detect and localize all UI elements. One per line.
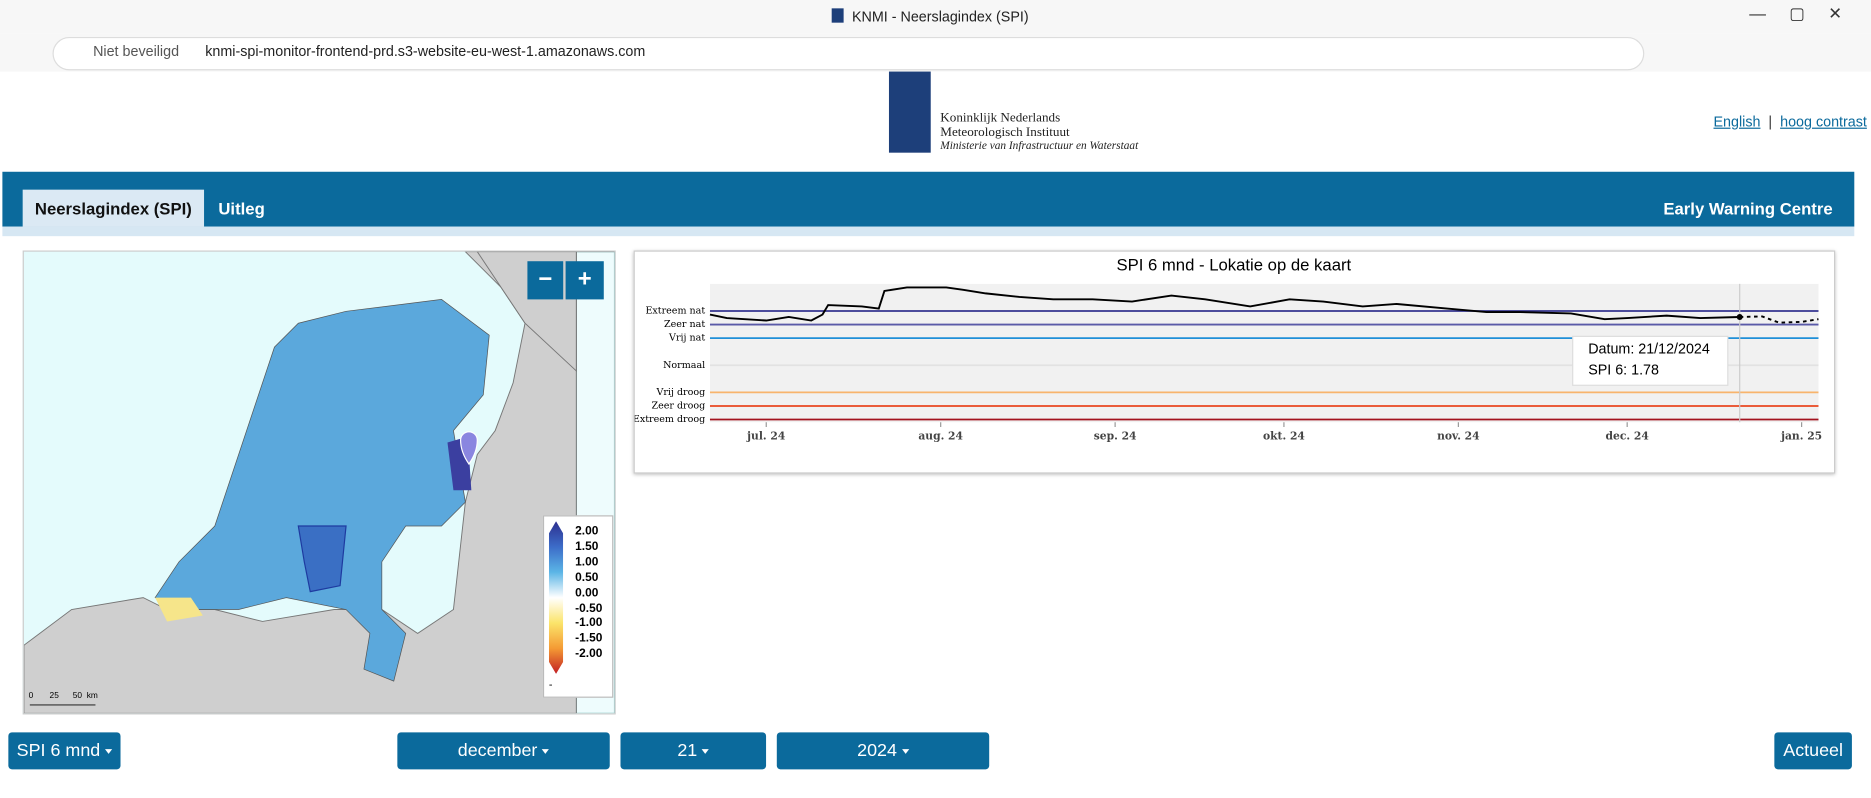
button-label: 21 <box>677 741 697 761</box>
legend-label: 0.00 <box>575 586 602 601</box>
zoom-out[interactable]: − <box>527 261 563 299</box>
y-tick-label: Vrij droog <box>655 387 705 398</box>
day-dropdown[interactable]: 21 <box>620 732 766 769</box>
title-bar: KNMI - Neerslagindex (SPI) — ▢ ✕ <box>0 0 1871 33</box>
favicon <box>832 8 844 22</box>
y-tick-label: Zeer droog <box>651 400 705 411</box>
chart: SPI 6 mnd - Lokatie op de kaart Extreem … <box>635 252 1834 473</box>
scale-label: 50 <box>73 692 82 700</box>
x-tick-label: dec. 24 <box>1606 430 1650 443</box>
y-tick-label: Extreem droog <box>635 414 705 425</box>
legend-label: -2.00 <box>575 648 602 663</box>
logo-line: Ministerie van Infrastructuur en Waterst… <box>940 140 1138 154</box>
link[interactable]: English <box>1713 113 1760 130</box>
legend-label: 0.50 <box>575 571 602 586</box>
legend-label: -1.50 <box>575 633 602 648</box>
toolbar: Niet beveiligd knmi-spi-monitor-frontend… <box>0 33 1871 71</box>
nav-right: Early Warning Centre <box>1663 199 1854 218</box>
y-tick-label: Vrij nat <box>668 333 705 344</box>
x-tick-label: okt. 24 <box>1263 430 1305 443</box>
scale-labels: 0 25 50 km <box>29 692 136 700</box>
scale-label: 0 <box>29 692 34 700</box>
x-tick-label: sep. 24 <box>1094 430 1137 443</box>
map-graphic <box>24 252 615 714</box>
logo-mark <box>889 72 931 153</box>
legend-labels: 2.001.501.000.500.00-0.50-1.00-1.50-2.00 <box>575 525 602 664</box>
map[interactable]: 0 25 50 km − + 2.001.501.000.500.00-0.50… <box>23 250 616 714</box>
legend-label: 2.00 <box>575 525 602 540</box>
x-tick-label: jan. 25 <box>1780 430 1822 443</box>
nav-strip <box>2 227 1854 237</box>
button-label: Actueel <box>1783 741 1843 761</box>
button-label: 2024 <box>857 741 897 761</box>
highlight-point <box>1737 314 1743 320</box>
x-tick-label: jul. 24 <box>746 430 786 443</box>
legend-label: -1.00 <box>575 617 602 632</box>
tooltip-text: Datum: 21/12/2024 <box>1588 341 1710 357</box>
tab[interactable]: Neerslagindex (SPI) <box>23 190 204 227</box>
button-label: december <box>458 741 538 761</box>
x-tick-label: nov. 24 <box>1437 430 1480 443</box>
tooltip-text: SPI 6: 1.78 <box>1588 363 1659 379</box>
logo-text: Koninklijk Nederlands Meteorologisch Ins… <box>940 111 1138 154</box>
legend-label: 1.00 <box>575 556 602 571</box>
x-tick-label: aug. 24 <box>918 430 963 443</box>
nav-bar: Neerslagindex (SPI) Uitleg Early Warning… <box>2 172 1854 227</box>
legend-label: 1.50 <box>575 540 602 555</box>
tab-title: KNMI - Neerslagindex (SPI) <box>852 8 1029 25</box>
security-label: Niet beveiligd <box>93 43 179 60</box>
link[interactable]: hoog contrast <box>1780 113 1867 130</box>
legend-foot: - <box>549 679 553 691</box>
url: knmi-spi-monitor-frontend-prd.s3-website… <box>205 43 645 60</box>
button-label: SPI 6 mnd <box>17 741 101 761</box>
scale-label: 25 <box>50 692 59 700</box>
separator: | <box>1768 113 1772 130</box>
period-dropdown[interactable]: SPI 6 mnd <box>8 732 120 769</box>
colorbar <box>549 521 563 674</box>
legend-label: -0.50 <box>575 602 602 617</box>
logo-line: Meteorologisch Instituut <box>940 125 1138 139</box>
logo-line: Koninklijk Nederlands <box>940 111 1138 125</box>
chart-title: SPI 6 mnd - Lokatie op de kaart <box>1116 255 1351 274</box>
legend: 2.001.501.000.500.00-0.50-1.00-1.50-2.00… <box>543 515 613 697</box>
header-links: English | hoog contrast <box>1713 113 1866 130</box>
tab[interactable]: Uitleg <box>218 199 264 218</box>
y-tick-label: Zeer nat <box>664 319 705 330</box>
month-dropdown[interactable]: december <box>397 732 609 769</box>
y-tick-label: Normaal <box>663 360 705 371</box>
current-button[interactable]: Actueel <box>1774 732 1852 769</box>
chart-card: SPI 6 mnd - Lokatie op de kaart Extreem … <box>634 250 1836 473</box>
scale-label: km <box>87 692 98 700</box>
year-dropdown[interactable]: 2024 <box>777 732 989 769</box>
y-tick-label: Extreem nat <box>645 306 705 317</box>
zoom-in[interactable]: + <box>566 261 604 299</box>
window-controls[interactable]: — ▢ ✕ <box>1749 4 1842 24</box>
